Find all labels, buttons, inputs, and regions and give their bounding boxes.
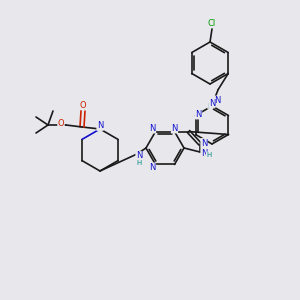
Text: N: N — [201, 148, 207, 158]
Text: O: O — [58, 119, 64, 128]
Text: N: N — [209, 98, 215, 107]
Text: N: N — [149, 124, 156, 133]
Text: H: H — [136, 160, 142, 166]
Text: H: H — [208, 103, 213, 109]
Text: N: N — [136, 152, 142, 160]
Text: N: N — [149, 163, 156, 172]
Text: O: O — [80, 100, 86, 109]
Text: Cl: Cl — [208, 19, 216, 28]
Text: N: N — [97, 122, 103, 130]
Text: N: N — [195, 110, 202, 119]
Text: N: N — [214, 96, 220, 105]
Text: H: H — [206, 152, 211, 158]
Text: N: N — [201, 139, 207, 148]
Text: N: N — [171, 124, 178, 133]
